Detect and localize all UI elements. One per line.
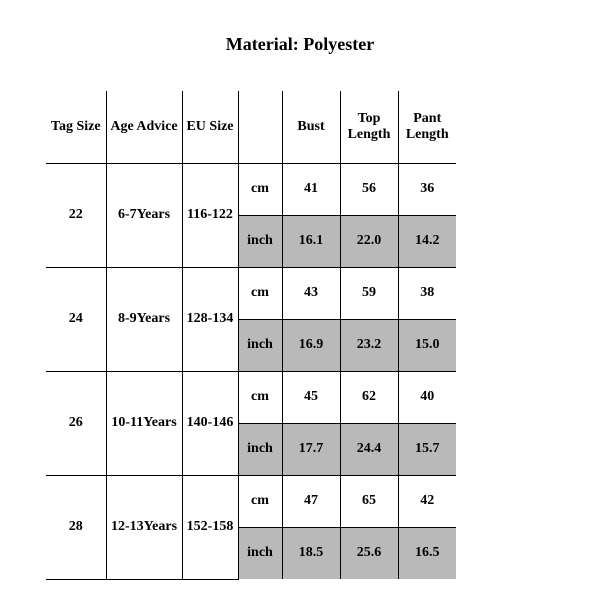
cell-bust: 45 xyxy=(282,371,340,423)
size-table: Tag Size Age Advice EU Size Bust TopLeng… xyxy=(46,91,456,580)
col-pant-length: PantLength xyxy=(398,91,456,163)
cell-top: 25.6 xyxy=(340,527,398,579)
cell-top: 59 xyxy=(340,267,398,319)
cell-top: 56 xyxy=(340,163,398,215)
cell-tag: 28 xyxy=(46,475,106,579)
col-tag-size: Tag Size xyxy=(46,91,106,163)
cell-unit-inch: inch xyxy=(238,319,282,371)
page-title: Material: Polyester xyxy=(0,34,600,55)
col-eu-size: EU Size xyxy=(182,91,238,163)
cell-top: 62 xyxy=(340,371,398,423)
cell-top: 65 xyxy=(340,475,398,527)
cell-age: 6-7Years xyxy=(106,163,182,267)
cell-pant: 16.5 xyxy=(398,527,456,579)
cell-unit-cm: cm xyxy=(238,475,282,527)
cell-top: 22.0 xyxy=(340,215,398,267)
table-row: 24 8-9Years 128-134 cm 43 59 38 xyxy=(46,267,456,319)
cell-bust: 43 xyxy=(282,267,340,319)
cell-bust: 47 xyxy=(282,475,340,527)
cell-pant: 15.0 xyxy=(398,319,456,371)
cell-eu: 140-146 xyxy=(182,371,238,475)
cell-unit-cm: cm xyxy=(238,267,282,319)
cell-pant: 40 xyxy=(398,371,456,423)
cell-age: 8-9Years xyxy=(106,267,182,371)
cell-pant: 42 xyxy=(398,475,456,527)
cell-pant: 36 xyxy=(398,163,456,215)
cell-top: 23.2 xyxy=(340,319,398,371)
cell-unit-inch: inch xyxy=(238,215,282,267)
col-top-length: TopLength xyxy=(340,91,398,163)
cell-age: 12-13Years xyxy=(106,475,182,579)
cell-pant: 15.7 xyxy=(398,423,456,475)
page: Material: Polyester Tag Size Age Advice … xyxy=(0,0,600,600)
cell-pant: 38 xyxy=(398,267,456,319)
cell-bust: 41 xyxy=(282,163,340,215)
cell-eu: 152-158 xyxy=(182,475,238,579)
cell-bust: 16.9 xyxy=(282,319,340,371)
cell-pant: 14.2 xyxy=(398,215,456,267)
table-row: 22 6-7Years 116-122 cm 41 56 36 xyxy=(46,163,456,215)
cell-unit-cm: cm xyxy=(238,163,282,215)
cell-eu: 116-122 xyxy=(182,163,238,267)
cell-tag: 26 xyxy=(46,371,106,475)
cell-unit-cm: cm xyxy=(238,371,282,423)
cell-bust: 16.1 xyxy=(282,215,340,267)
table-row: 26 10-11Years 140-146 cm 45 62 40 xyxy=(46,371,456,423)
cell-age: 10-11Years xyxy=(106,371,182,475)
cell-tag: 24 xyxy=(46,267,106,371)
cell-unit-inch: inch xyxy=(238,527,282,579)
cell-bust: 17.7 xyxy=(282,423,340,475)
table-row: 28 12-13Years 152-158 cm 47 65 42 xyxy=(46,475,456,527)
cell-unit-inch: inch xyxy=(238,423,282,475)
col-bust: Bust xyxy=(282,91,340,163)
col-unit xyxy=(238,91,282,163)
col-age-advice: Age Advice xyxy=(106,91,182,163)
cell-top: 24.4 xyxy=(340,423,398,475)
cell-eu: 128-134 xyxy=(182,267,238,371)
cell-bust: 18.5 xyxy=(282,527,340,579)
header-row: Tag Size Age Advice EU Size Bust TopLeng… xyxy=(46,91,456,163)
cell-tag: 22 xyxy=(46,163,106,267)
